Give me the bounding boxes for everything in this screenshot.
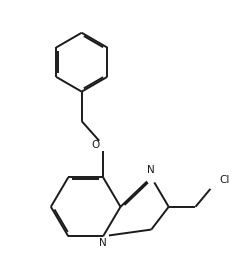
Text: N: N (99, 239, 107, 249)
Text: Cl: Cl (220, 175, 230, 185)
Text: O: O (92, 140, 100, 150)
Text: N: N (147, 165, 155, 175)
